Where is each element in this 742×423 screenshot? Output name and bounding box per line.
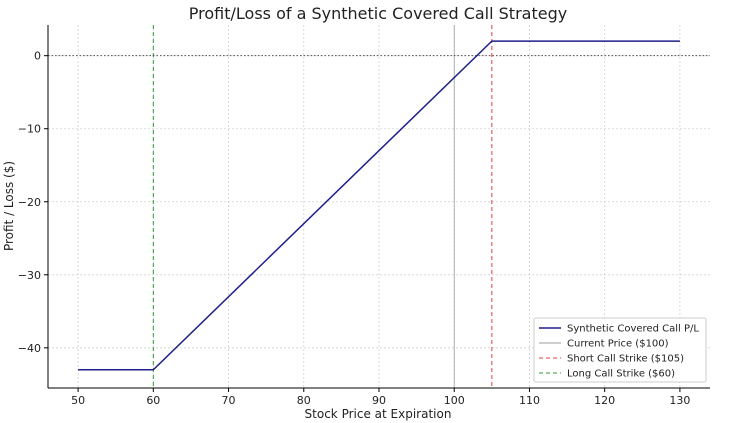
chart-title: Profit/Loss of a Synthetic Covered Call … xyxy=(189,4,567,23)
legend-label: Current Price ($100) xyxy=(567,339,669,350)
x-tick-label: 90 xyxy=(372,394,386,407)
x-tick-label: 60 xyxy=(146,394,160,407)
x-tick-label: 110 xyxy=(519,394,540,407)
y-tick-label: −20 xyxy=(18,196,41,209)
x-tick-label: 80 xyxy=(297,394,311,407)
y-tick-label: 0 xyxy=(34,50,41,63)
y-tick-label: −30 xyxy=(18,269,41,282)
x-axis-label: Stock Price at Expiration xyxy=(305,407,452,421)
legend-label: Long Call Strike ($60) xyxy=(567,369,675,380)
series-line xyxy=(78,40,680,371)
y-tick-label: −40 xyxy=(18,342,41,355)
ticks: 50 60 70 80 90 100 110 120 130 0 −10 −20 −30 −40 xyxy=(18,50,691,407)
x-tick-label: 100 xyxy=(444,394,465,407)
legend-label: Short Call Strike ($105) xyxy=(567,354,684,365)
series-lines xyxy=(78,40,680,371)
x-tick-label: 120 xyxy=(594,394,615,407)
y-axis-label: Profit / Loss ($) xyxy=(2,161,16,251)
x-tick-label: 70 xyxy=(222,394,236,407)
reference-lines xyxy=(48,25,710,388)
legend-label: Synthetic Covered Call P/L xyxy=(567,324,699,335)
legend-box xyxy=(533,317,707,383)
grid xyxy=(48,25,710,388)
y-tick-label: −10 xyxy=(18,123,41,136)
legend: Synthetic Covered Call P/L Current Price … xyxy=(533,317,707,383)
x-tick-label: 50 xyxy=(71,394,85,407)
x-tick-label: 130 xyxy=(669,394,690,407)
